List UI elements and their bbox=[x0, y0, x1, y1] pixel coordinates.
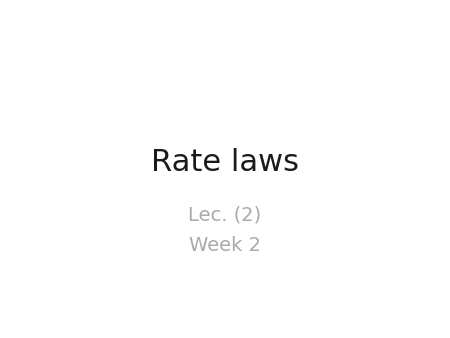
Text: Week 2: Week 2 bbox=[189, 236, 261, 255]
Text: Rate laws: Rate laws bbox=[151, 148, 299, 177]
Text: Lec. (2): Lec. (2) bbox=[189, 205, 261, 224]
